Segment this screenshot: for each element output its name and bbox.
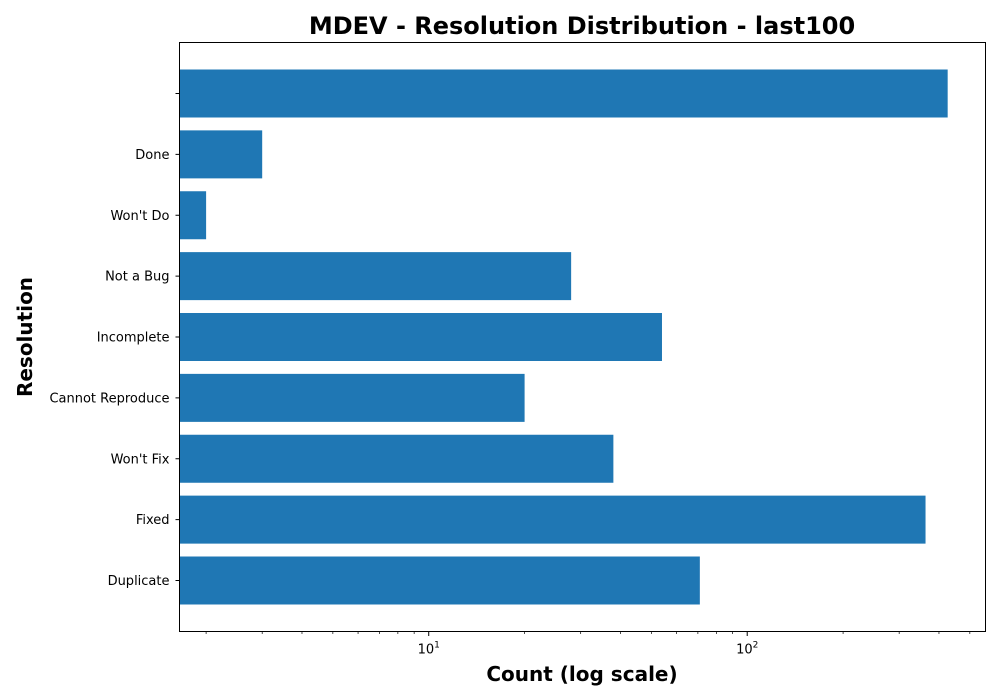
y-tick-label: Not a Bug [105, 270, 169, 285]
y-tick-label: Done [135, 148, 169, 163]
y-tick-label: Duplicate [108, 574, 170, 589]
bar [179, 252, 572, 301]
plot-frame [179, 42, 986, 632]
y-tick-label: Won't Fix [111, 452, 170, 467]
y-axis-label: Resolution [13, 277, 37, 397]
y-tick-label: Incomplete [97, 331, 170, 346]
x-ticks-group: 101 102 [205, 631, 971, 658]
y-ticks-group: Duplicate Fixed Won't Fix Cannot Reproduce I… [49, 93, 180, 589]
bar [179, 373, 525, 422]
x-tick-label: 102 [736, 641, 758, 658]
bar [179, 313, 662, 361]
bar [179, 495, 926, 544]
chart-title: MDEV - Resolution Distribution - last100 [309, 12, 855, 40]
y-tick-label: Won't Do [110, 209, 169, 224]
bar [179, 69, 948, 118]
bar [179, 191, 207, 240]
x-axis-label: Count (log scale) [486, 662, 677, 686]
bar [179, 434, 614, 483]
bar [179, 130, 263, 179]
bar [179, 556, 700, 605]
x-tick-label: 101 [418, 641, 440, 658]
y-tick-label: Cannot Reproduce [49, 391, 169, 406]
bars-group [179, 69, 948, 605]
y-tick-label: Fixed [136, 513, 170, 528]
